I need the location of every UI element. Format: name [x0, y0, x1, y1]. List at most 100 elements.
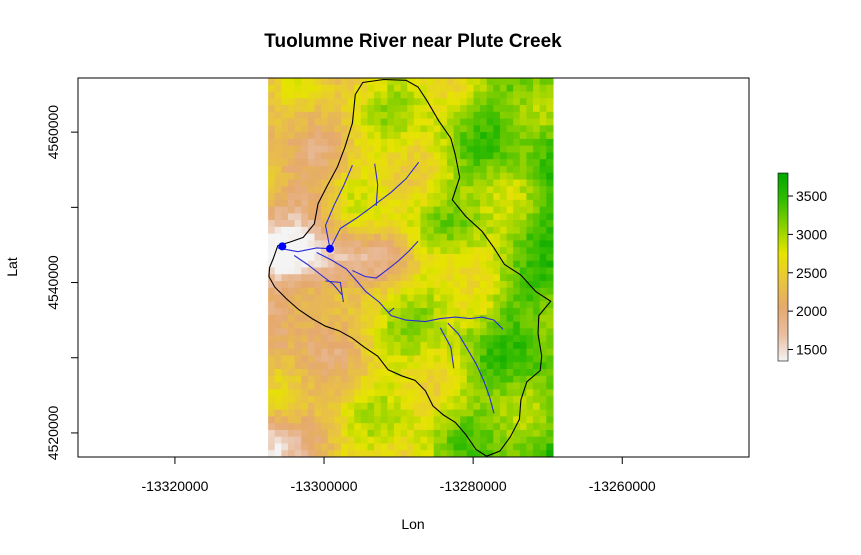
raster-cell — [340, 348, 349, 357]
raster-cell — [460, 443, 468, 451]
raster-cell — [446, 274, 455, 282]
raster-cell — [506, 314, 514, 323]
raster-cell — [420, 172, 428, 181]
raster-cell — [460, 132, 468, 140]
raster-cell — [460, 193, 468, 201]
raster-cell — [301, 341, 309, 350]
raster-cell — [321, 443, 329, 451]
raster-cell — [493, 369, 501, 377]
raster-cell — [453, 247, 461, 255]
raster-cell — [420, 429, 428, 438]
raster-cell — [360, 260, 369, 269]
raster-cell — [519, 328, 528, 336]
raster-cell — [506, 78, 514, 86]
raster-cell — [427, 179, 435, 187]
raster-cell — [354, 274, 362, 282]
raster-cell — [493, 281, 501, 289]
raster-cell — [340, 355, 349, 363]
raster-cell — [533, 402, 541, 411]
raster-cell — [387, 314, 395, 323]
raster-cell — [473, 253, 481, 262]
raster-cell — [427, 220, 435, 228]
raster-cell — [420, 450, 428, 457]
raster-cell — [380, 369, 388, 377]
raster-cell — [519, 91, 528, 99]
raster-cell — [380, 328, 388, 336]
raster-cell — [526, 423, 534, 431]
raster-cell — [420, 355, 428, 363]
raster-cell — [466, 362, 475, 370]
raster-cell — [486, 355, 494, 363]
raster-cell — [473, 382, 481, 390]
raster-cell — [407, 78, 415, 86]
raster-cell — [367, 450, 375, 457]
raster-cell — [460, 220, 468, 228]
raster-cell — [354, 294, 362, 302]
raster-cell — [413, 416, 422, 424]
raster-cell — [281, 389, 289, 397]
raster-cell — [281, 429, 289, 438]
raster-cell — [393, 226, 402, 235]
raster-cell — [433, 118, 441, 126]
raster-cell — [499, 193, 508, 201]
raster-cell — [281, 247, 289, 255]
raster-cell — [400, 362, 408, 370]
raster-cell — [334, 287, 342, 296]
raster-cell — [473, 111, 481, 120]
raster-cell — [321, 348, 329, 357]
raster-cell — [526, 78, 534, 86]
raster-cell — [493, 226, 501, 235]
raster-cell — [513, 206, 521, 214]
raster-cell — [387, 308, 395, 316]
raster-cell — [466, 335, 475, 343]
raster-cell — [539, 84, 547, 93]
raster-cell — [407, 341, 415, 350]
raster-cell — [539, 145, 547, 154]
raster-cell — [340, 321, 349, 330]
raster-cell — [327, 213, 335, 221]
raster-cell — [480, 260, 488, 269]
raster-cell — [407, 308, 415, 316]
raster-cell — [347, 98, 355, 106]
raster-cell — [413, 294, 422, 302]
raster-cell — [519, 118, 528, 126]
raster-cell — [268, 281, 276, 289]
raster-cell — [420, 240, 428, 248]
raster-cell — [493, 443, 501, 451]
raster-cell — [486, 328, 494, 336]
raster-cell — [268, 301, 276, 309]
raster-cell — [387, 159, 395, 167]
raster-cell — [453, 226, 461, 235]
raster-cell — [420, 233, 428, 242]
raster-cell — [407, 267, 415, 275]
raster-cell — [466, 206, 475, 214]
raster-cell — [347, 206, 355, 214]
raster-cell — [460, 226, 468, 235]
raster-cell — [400, 443, 408, 451]
raster-cell — [440, 355, 448, 363]
raster-cell — [281, 355, 289, 363]
raster-cell — [433, 125, 441, 133]
raster-cell — [546, 416, 554, 424]
raster-cell — [274, 429, 282, 438]
raster-cell — [453, 145, 461, 154]
raster-cell — [440, 443, 448, 451]
raster-cell — [486, 335, 494, 343]
raster-cell — [533, 429, 541, 438]
raster-cell — [407, 409, 415, 417]
raster-cell — [539, 253, 547, 262]
raster-cell — [480, 118, 488, 126]
raster-cell — [407, 165, 415, 174]
raster-cell — [486, 308, 494, 316]
raster-cell — [499, 369, 508, 377]
raster-cell — [340, 152, 349, 160]
raster-cell — [307, 301, 316, 309]
raster-cell — [407, 301, 415, 309]
raster-cell — [294, 382, 302, 390]
raster-cell — [546, 118, 554, 126]
raster-cell — [480, 308, 488, 316]
raster-cell — [274, 226, 282, 235]
raster-cell — [281, 301, 289, 309]
raster-cell — [533, 193, 541, 201]
